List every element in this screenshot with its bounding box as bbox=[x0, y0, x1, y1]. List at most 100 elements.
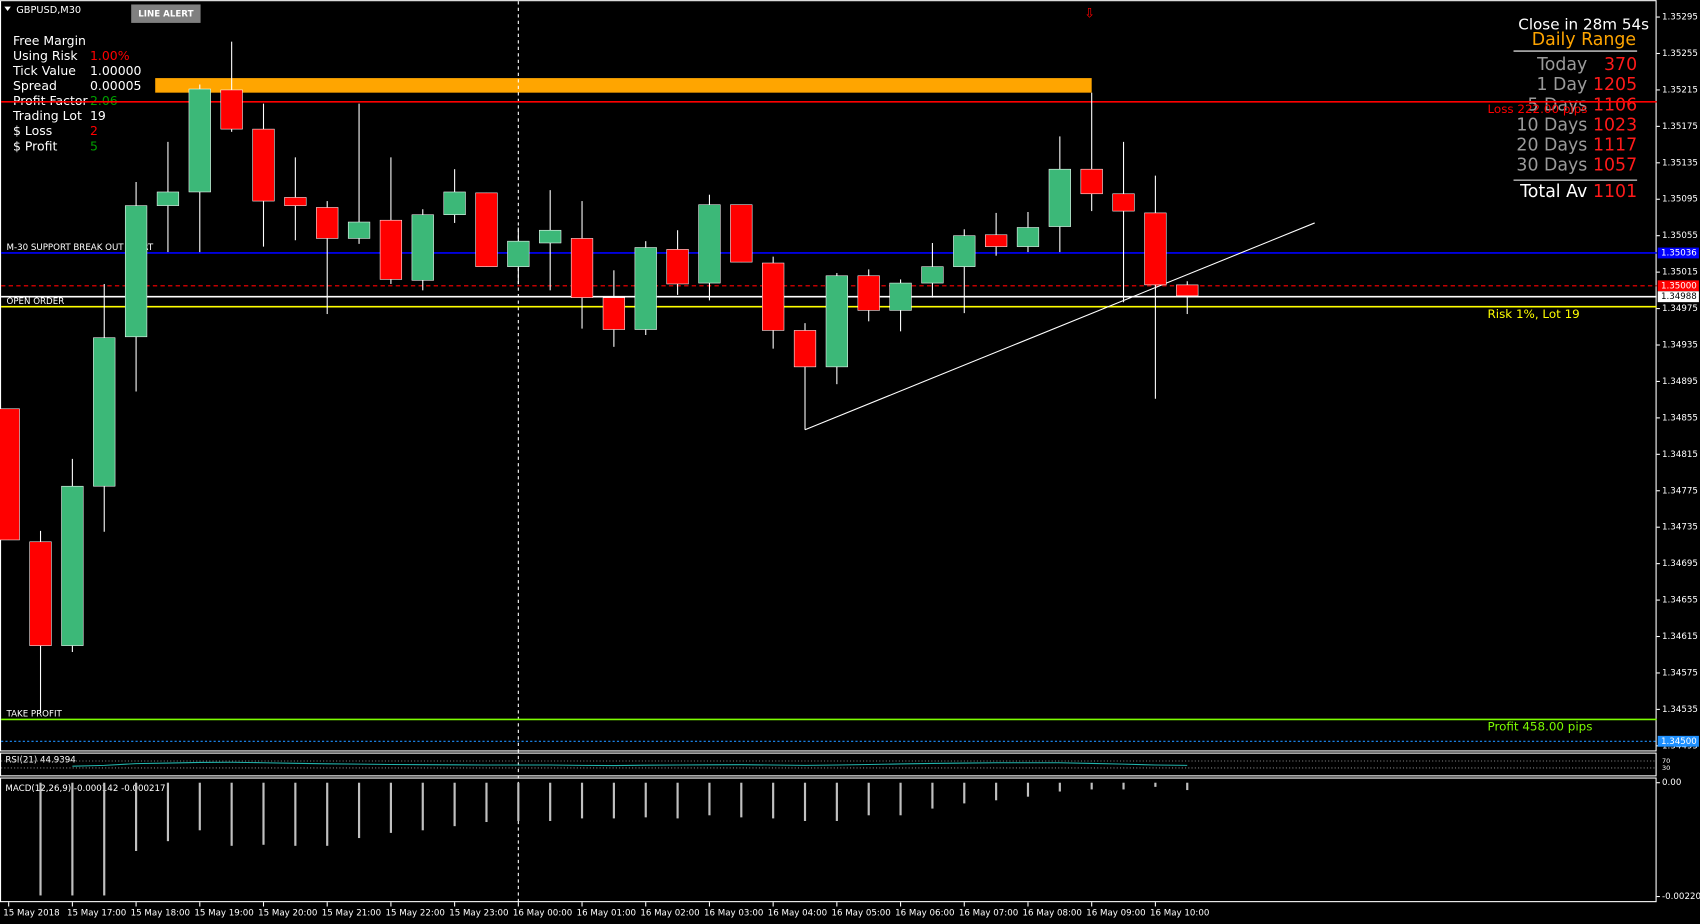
y-tick-label: 1.35215 bbox=[1662, 85, 1698, 95]
y-tick-label: 1.34535 bbox=[1662, 705, 1698, 715]
menu-triangle[interactable] bbox=[4, 6, 11, 11]
macd-bar bbox=[1186, 782, 1189, 791]
macd-bar bbox=[485, 782, 488, 823]
x-tick-label: 15 May 19:00 bbox=[194, 909, 253, 919]
range-value: 370 bbox=[1604, 55, 1637, 75]
y-tick-label: 1.35055 bbox=[1662, 231, 1698, 241]
x-tick-label: 16 May 07:00 bbox=[959, 909, 1018, 919]
range-label: 1 Day bbox=[1536, 75, 1587, 95]
level-note: Loss 222.00 pips bbox=[1488, 102, 1588, 116]
macd-bar bbox=[357, 782, 361, 839]
price-tag bbox=[1657, 247, 1699, 259]
macd-bar bbox=[931, 782, 934, 809]
total-value: 1101 bbox=[1593, 182, 1637, 202]
macd-bar bbox=[1122, 782, 1125, 790]
macd-bar bbox=[103, 782, 106, 896]
info-label: Profit Factor bbox=[13, 93, 88, 108]
macd-frame bbox=[0, 777, 1657, 903]
y-tick-label: 1.34575 bbox=[1662, 668, 1698, 678]
info-value: 19 bbox=[90, 108, 106, 123]
info-label: $ Loss bbox=[13, 123, 52, 138]
y-tick-label: 1.34855 bbox=[1662, 413, 1698, 423]
candle-body bbox=[1016, 227, 1040, 247]
macd-bar bbox=[453, 782, 456, 827]
info-label: Spread bbox=[13, 78, 57, 93]
y-tick-label: 1.35255 bbox=[1662, 49, 1698, 59]
candle-body bbox=[507, 240, 530, 267]
candle-body bbox=[29, 541, 52, 646]
alert-arrow: ⇩ bbox=[1084, 7, 1095, 22]
y-tick-label: 1.34815 bbox=[1662, 450, 1698, 460]
alert-button[interactable] bbox=[131, 4, 201, 23]
macd-bar bbox=[1058, 782, 1061, 792]
macd-bar bbox=[230, 782, 233, 846]
y-tick-label: 1.34775 bbox=[1662, 486, 1698, 496]
x-tick-label: 16 May 10:00 bbox=[1150, 909, 1209, 919]
macd-bar bbox=[262, 782, 265, 845]
x-tick-label: 15 May 21:00 bbox=[322, 909, 381, 919]
candle-body bbox=[762, 262, 785, 331]
y-tick-label: 30 bbox=[1662, 764, 1670, 772]
level-text: OPEN ORDER bbox=[7, 297, 65, 307]
macd-bar bbox=[612, 782, 615, 819]
y-tick-label: 1.35135 bbox=[1662, 158, 1698, 168]
macd-bar bbox=[198, 782, 201, 831]
candle-body bbox=[1144, 212, 1167, 286]
range-label: Today bbox=[1536, 55, 1587, 75]
macd-bar bbox=[294, 782, 297, 846]
macd-bar bbox=[389, 782, 392, 833]
rsi-frame bbox=[0, 752, 1657, 777]
range-label: 5 Days bbox=[1527, 95, 1587, 115]
candle-body bbox=[220, 89, 243, 130]
candle-body bbox=[570, 238, 594, 298]
macd-bar bbox=[517, 782, 520, 821]
level-text: M-30 SUPPORT BREAK OUT ALERT bbox=[7, 243, 154, 253]
macd-bar bbox=[835, 782, 838, 821]
alert-button-label[interactable]: LINE ALERT bbox=[138, 10, 193, 20]
level-text: TAKE PROFIT bbox=[6, 709, 63, 719]
macd-bar bbox=[803, 782, 807, 821]
candle-body bbox=[857, 275, 880, 311]
candle-body bbox=[124, 205, 148, 338]
info-label: $ Profit bbox=[13, 138, 57, 153]
candle-body bbox=[1176, 284, 1199, 297]
macd-bar bbox=[549, 782, 552, 821]
info-value: 0.00005 bbox=[90, 78, 141, 93]
candle-body bbox=[61, 485, 84, 646]
range-label: 10 Days bbox=[1516, 115, 1587, 135]
candle-body bbox=[889, 282, 912, 311]
candle-body bbox=[443, 191, 466, 216]
candle-body bbox=[793, 330, 817, 368]
symbol: GBPUSD,M30 bbox=[16, 5, 81, 16]
macd-bar bbox=[995, 782, 998, 801]
info-value: 2.06 bbox=[90, 93, 118, 108]
range-title: Daily Range bbox=[1532, 30, 1636, 50]
rsi-line bbox=[72, 761, 1188, 767]
x-tick-label: 16 May 08:00 bbox=[1023, 909, 1082, 919]
x-tick-label: 16 May 02:00 bbox=[640, 909, 699, 919]
macd-bar bbox=[135, 782, 138, 851]
y-tick-label: 1.34655 bbox=[1662, 596, 1698, 606]
candle-body bbox=[825, 275, 848, 368]
macd-bar bbox=[166, 782, 170, 842]
range-value: 1106 bbox=[1593, 95, 1637, 115]
candle-body bbox=[953, 235, 976, 267]
total-label: Total Av bbox=[1519, 182, 1587, 202]
candle-body bbox=[1048, 168, 1071, 227]
macd-bar bbox=[1090, 782, 1093, 790]
candle-body bbox=[539, 229, 562, 244]
candle-body bbox=[1112, 193, 1135, 212]
price-zone bbox=[155, 78, 1092, 93]
y-tick-label: 1.34735 bbox=[1662, 523, 1698, 533]
candle-body bbox=[634, 247, 657, 330]
info-value: 2 bbox=[90, 123, 98, 138]
y-tick-label: 0.00 bbox=[1662, 778, 1681, 788]
x-tick-label: 16 May 01:00 bbox=[577, 909, 636, 919]
candle-body bbox=[316, 207, 339, 239]
price-tag bbox=[1657, 735, 1699, 747]
macd-bar bbox=[580, 782, 584, 819]
range-value: 1117 bbox=[1593, 135, 1637, 155]
